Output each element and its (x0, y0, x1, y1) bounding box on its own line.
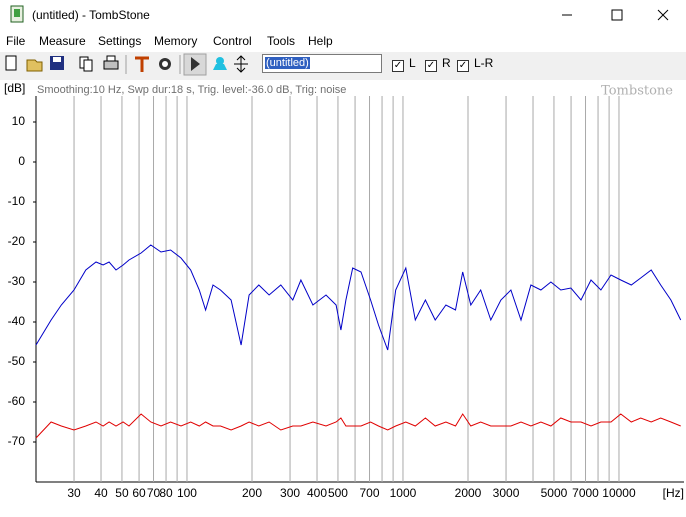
channel-checkbox[interactable]: ✓ L-R (457, 56, 493, 72)
annotation: Smoothing:10 Hz, Swp dur:18 s, Trig. lev… (37, 84, 346, 96)
series-line (35, 413, 681, 439)
app-icon (10, 5, 24, 23)
menu-item[interactable]: Control (213, 34, 252, 48)
x-tick-label: 70 (147, 486, 161, 500)
watermark: Tombstone (601, 84, 673, 99)
checkbox[interactable]: ✓ (457, 60, 469, 72)
toolbar (0, 52, 686, 77)
x-tick-label: 1000 (390, 486, 417, 500)
name-field-text[interactable]: (untitled) (265, 57, 310, 69)
channel-checkbox[interactable]: ✓ L (392, 56, 416, 72)
x-tick-label: 7000 (572, 486, 599, 500)
x-tick-label: 60 (132, 486, 146, 500)
y-tick-label: -70 (8, 434, 26, 448)
checkbox-label[interactable]: R (442, 56, 451, 70)
menu-item[interactable]: Measure (39, 34, 86, 48)
checkbox-label[interactable]: L (409, 56, 416, 70)
checkbox[interactable]: ✓ (425, 60, 437, 72)
y-tick-label: -30 (8, 274, 26, 288)
x-tick-label: 500 (328, 486, 348, 500)
channel-checkbox[interactable]: ✓ R (425, 56, 451, 72)
window-title: (untitled) - TombStone (32, 8, 150, 22)
y-axis-label: [dB] (4, 81, 25, 95)
x-tick-label: 2000 (455, 486, 482, 500)
checkbox[interactable]: ✓ (392, 60, 404, 72)
x-tick-label: 700 (360, 486, 380, 500)
toolbar-icons[interactable] (0, 52, 262, 77)
chart-background (0, 80, 686, 517)
checkbox-label[interactable]: L-R (474, 56, 494, 70)
x-tick-label: 10000 (602, 486, 636, 500)
x-tick-label: 3000 (493, 486, 520, 500)
y-tick-label: -50 (8, 354, 26, 368)
x-tick-label: 40 (94, 486, 108, 500)
x-axis-label: [Hz] (663, 486, 684, 500)
x-tick-label: 100 (177, 486, 197, 500)
chart: [dB] Smoothing:10 Hz, Swp dur:18 s, Trig… (0, 80, 686, 517)
window-controls[interactable] (536, 0, 686, 30)
name-field[interactable]: (untitled) (262, 54, 382, 73)
x-tick-label: 400 (307, 486, 327, 500)
x-tick-label: 80 (159, 486, 173, 500)
menu-item[interactable]: Tools (267, 34, 296, 48)
menu-item[interactable]: Memory (154, 34, 198, 48)
x-tick-label: 200 (242, 486, 262, 500)
title-bar: (untitled) - TombStone (0, 0, 686, 30)
menu-item[interactable]: File (6, 34, 26, 48)
x-tick-label: 300 (280, 486, 300, 500)
y-tick-label: -10 (8, 194, 26, 208)
x-tick-label: 30 (67, 486, 81, 500)
y-tick-label: 0 (18, 154, 25, 168)
y-tick-label: 10 (12, 114, 26, 128)
y-tick-label: -20 (8, 234, 26, 248)
x-tick-label: 50 (115, 486, 129, 500)
menu-item[interactable]: Help (308, 34, 333, 48)
y-tick-label: -40 (8, 314, 26, 328)
menu-bar: File Measure Settings Memory Control Tools Hel… (0, 30, 686, 52)
series-line (35, 244, 682, 351)
menu-item[interactable]: Settings (98, 34, 142, 48)
x-tick-label: 5000 (541, 486, 568, 500)
y-tick-label: -60 (8, 394, 26, 408)
